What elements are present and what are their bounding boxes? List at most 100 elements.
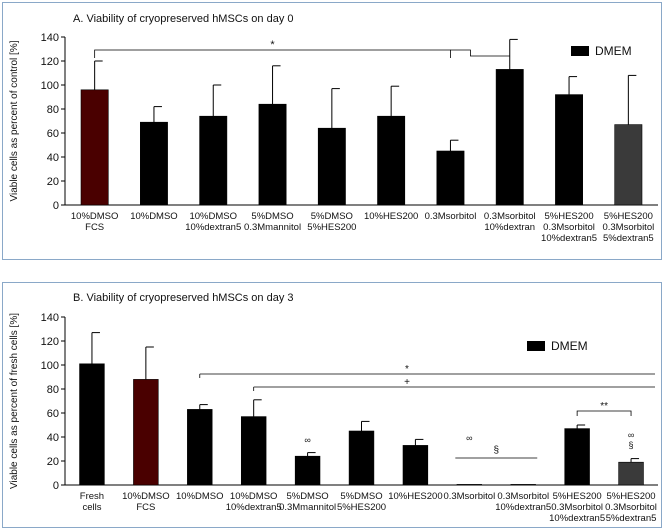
chart-b-legend-label: DMEM bbox=[551, 339, 588, 353]
chart-a-category-label: 10%dextran5 bbox=[185, 222, 241, 233]
chart-b-category-label: 5%dextran5 bbox=[606, 513, 657, 524]
chart-a-bar bbox=[377, 115, 406, 206]
chart-a-legend-label: DMEM bbox=[595, 44, 632, 58]
chart-a-bar bbox=[555, 94, 583, 206]
chart-a-significance-marker: * bbox=[270, 39, 275, 51]
chart-a-ytick-label: 0 bbox=[53, 200, 59, 212]
chart-b-category-label: 5%HES200 bbox=[606, 491, 655, 502]
chart-b-ytick-label: 140 bbox=[41, 312, 59, 324]
chart-b-significance-marker: ** bbox=[600, 401, 608, 412]
chart-b-ylabel: Viable cells as percent of fresh cells [… bbox=[9, 313, 20, 489]
chart-a-category-label: 0.3Msorbitol bbox=[543, 222, 595, 233]
chart-a-ytick-label: 100 bbox=[41, 80, 59, 92]
panel-a: A. Viability of cryopreserved hMSCs on d… bbox=[2, 2, 662, 260]
chart-a-category-label: 10%dextran bbox=[484, 222, 535, 233]
chart-a-category-label: 5%HES200 bbox=[604, 211, 653, 222]
chart-b-ytick-label: 40 bbox=[47, 432, 59, 444]
chart-b-bar bbox=[564, 428, 590, 486]
chart-b-bar bbox=[294, 455, 321, 486]
chart-b-category-label: 10%dextran5 bbox=[226, 502, 282, 513]
chart-a-category-label: 0.3Mmannitol bbox=[244, 222, 301, 233]
chart-b-symbol-marker: ∞ bbox=[628, 430, 634, 440]
chart-a-title: A. Viability of cryopreserved hMSCs on d… bbox=[73, 13, 294, 25]
chart-b-legend-swatch bbox=[527, 341, 545, 351]
chart-b-category-label: 0.3Msorbitol bbox=[605, 502, 657, 513]
chart-b-bar bbox=[79, 363, 105, 486]
chart-b-bar bbox=[510, 484, 536, 486]
chart-a-significance-connector bbox=[450, 49, 510, 57]
chart-a-ytick-label: 40 bbox=[47, 152, 59, 164]
chart-b-category-label: 0.3Msorbitol bbox=[443, 491, 495, 502]
chart-a-significance-bracket bbox=[94, 49, 451, 58]
chart-b-ytick-label: 120 bbox=[41, 336, 59, 348]
chart-a-ytick-label: 140 bbox=[41, 32, 59, 44]
chart-a-bar bbox=[317, 127, 346, 206]
chart-b-category-label: 0.3Msorbitol bbox=[551, 502, 603, 513]
chart-b-category-label: 0.3Msorbitol bbox=[497, 491, 549, 502]
chart-b-ytick-label: 100 bbox=[41, 360, 59, 372]
chart-a-category-label: 10%DMSO bbox=[130, 211, 178, 222]
chart-a-legend-swatch bbox=[571, 46, 589, 56]
chart-b-category-label: 10%HES200 bbox=[388, 491, 442, 502]
chart-b-category-label: 10%DMSO bbox=[122, 491, 170, 502]
chart-a-category-label: 10%dextran5 bbox=[541, 233, 597, 244]
chart-a-category-label: 5%DMSO bbox=[311, 211, 353, 222]
chart-b-ytick-label: 60 bbox=[47, 408, 59, 420]
chart-b-category-label: Fresh bbox=[80, 491, 104, 502]
chart-b-ytick-label: 20 bbox=[47, 456, 59, 468]
chart-a-ytick-label: 120 bbox=[41, 56, 59, 68]
chart-a-bar bbox=[614, 124, 643, 206]
chart-a-ytick-label: 20 bbox=[47, 176, 59, 188]
chart-b-symbol-marker: ∞ bbox=[466, 433, 472, 443]
chart-a-bar bbox=[80, 89, 109, 206]
chart-a-category-label: 10%HES200 bbox=[364, 211, 418, 222]
chart-b-category-label: 10%dextran5 bbox=[549, 513, 605, 524]
chart-b-ytick-label: 0 bbox=[53, 480, 59, 492]
chart-a-bar bbox=[199, 115, 228, 206]
panel-b: B. Viability of cryopreserved hMSCs on d… bbox=[2, 282, 662, 528]
chart-b-category-label: 0.3Mmannitol bbox=[279, 502, 336, 513]
chart-b-category-label: 5%DMSO bbox=[286, 491, 328, 502]
chart-b-category-label: FCS bbox=[136, 502, 155, 513]
chart-b-title: B. Viability of cryopreserved hMSCs on d… bbox=[73, 292, 294, 304]
chart-a-ylabel: Viable cells as percent of control [%] bbox=[9, 40, 20, 201]
chart-a-category-label: 5%HES200 bbox=[307, 222, 356, 233]
chart-a-category-label: FCS bbox=[85, 222, 104, 233]
chart-b-significance-marker: * bbox=[405, 364, 409, 375]
chart-b-category-label: 5%HES200 bbox=[337, 502, 386, 513]
chart-a: A. Viability of cryopreserved hMSCs on d… bbox=[9, 13, 658, 244]
chart-a-category-label: 0.3Msorbitol bbox=[484, 211, 536, 222]
chart-a-bar bbox=[140, 121, 168, 206]
chart-b-bar bbox=[348, 430, 375, 486]
chart-b-significance-marker: + bbox=[404, 377, 410, 388]
chart-a-category-label: 10%DMSO bbox=[71, 211, 119, 222]
chart-b-bar bbox=[402, 445, 429, 486]
chart-a-ytick-label: 80 bbox=[47, 104, 59, 116]
chart-b-category-label: 5%HES200 bbox=[553, 491, 602, 502]
chart-b-bar bbox=[133, 379, 159, 486]
chart-b-category-label: 10%DMSO bbox=[230, 491, 278, 502]
chart-a-category-label: 0.3Msorbitol bbox=[425, 211, 477, 222]
chart-b-ytick-label: 80 bbox=[47, 384, 59, 396]
chart-b-category-label: 10%DMSO bbox=[176, 491, 224, 502]
chart-a-category-label: 5%DMSO bbox=[251, 211, 293, 222]
chart-b: B. Viability of cryopreserved hMSCs on d… bbox=[9, 292, 658, 524]
chart-b-significance-marker: § bbox=[493, 445, 499, 456]
chart-a-bar bbox=[258, 103, 287, 206]
chart-b-category-label: 5%DMSO bbox=[340, 491, 382, 502]
chart-b-bar bbox=[618, 461, 644, 486]
chart-b-symbol-marker: ∞ bbox=[304, 435, 310, 445]
chart-a-category-label: 5%dextran5 bbox=[603, 233, 654, 244]
chart-b-significance-bracket bbox=[576, 410, 632, 416]
chart-a-category-label: 10%DMSO bbox=[189, 211, 237, 222]
chart-a-category-label: 5%HES200 bbox=[544, 211, 593, 222]
chart-b-bar bbox=[240, 416, 267, 486]
chart-a-ytick-label: 60 bbox=[47, 128, 59, 140]
chart-b-category-label: 10%dextran5 bbox=[495, 502, 551, 513]
chart-b-symbol-marker: § bbox=[629, 440, 634, 450]
chart-b-bar bbox=[456, 484, 483, 486]
chart-a-bar bbox=[495, 69, 524, 206]
chart-a-bar bbox=[436, 150, 465, 206]
chart-a-category-label: 0.3Msorbitol bbox=[602, 222, 654, 233]
chart-b-bar bbox=[187, 409, 213, 486]
